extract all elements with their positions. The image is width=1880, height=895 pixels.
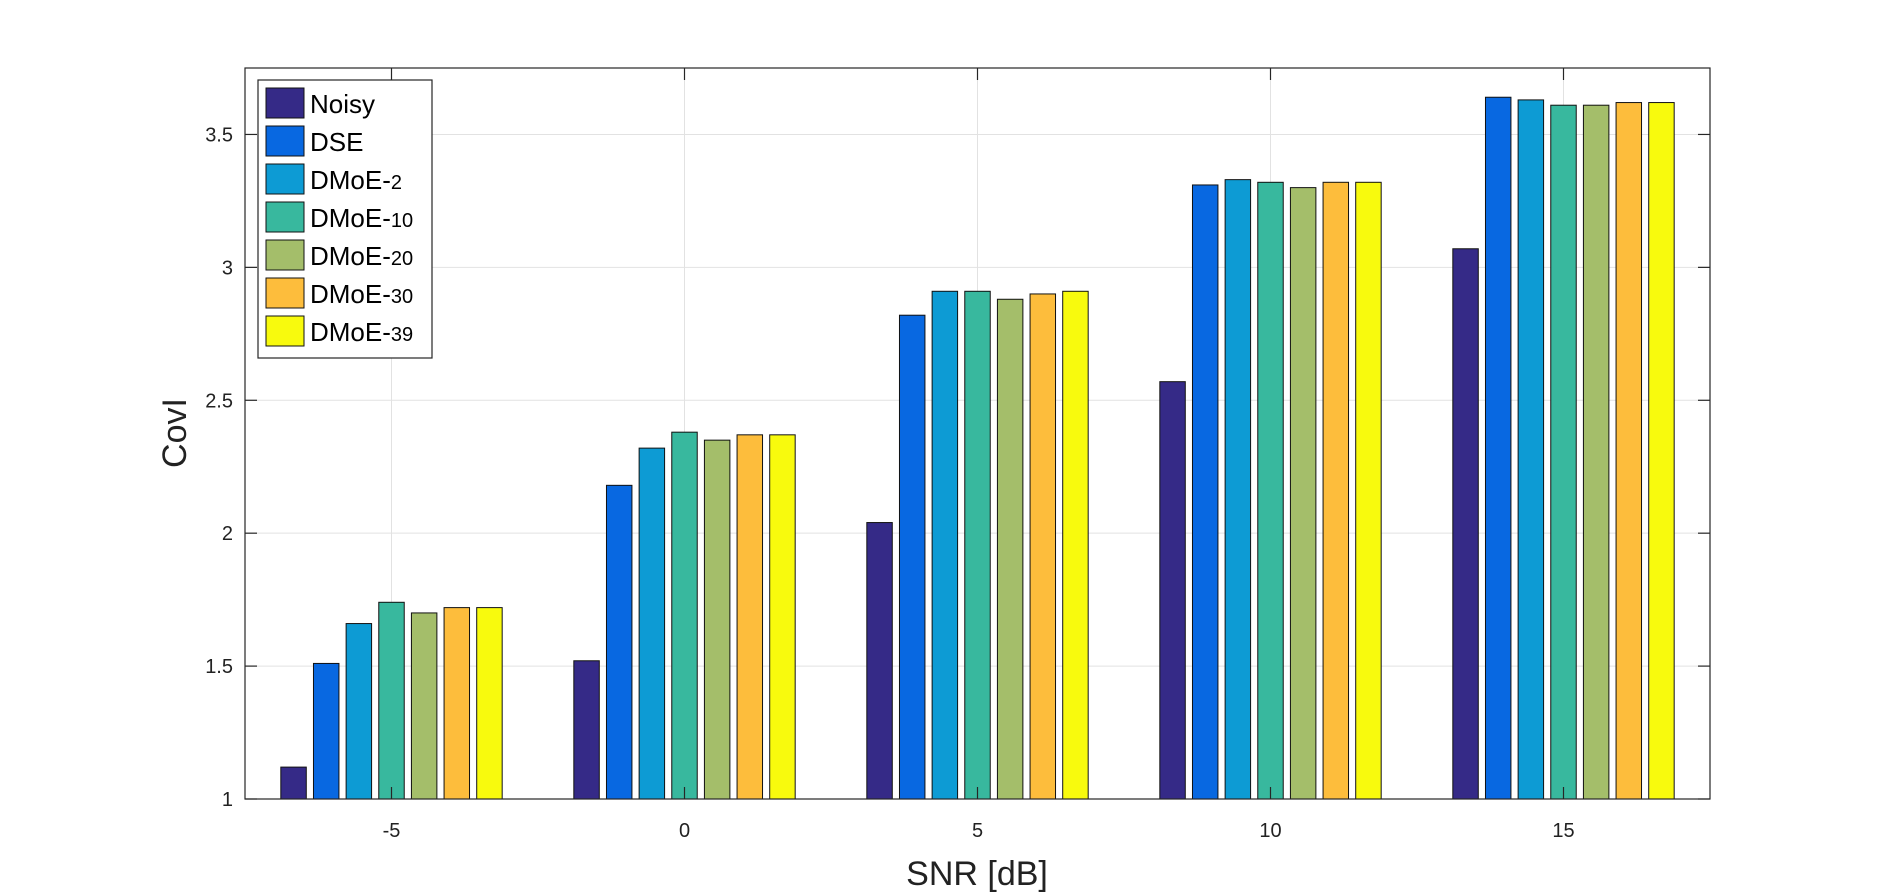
bar-dmoe-39-snr-0 xyxy=(769,434,796,800)
bar-dmoe-39-snr--5 xyxy=(476,607,503,800)
bar-dmoe-10-snr-10 xyxy=(1257,181,1284,800)
x-tick-label: 10 xyxy=(1259,820,1281,842)
y-tick-label: 1 xyxy=(222,789,233,811)
bar-dmoe-10-snr-15 xyxy=(1550,104,1577,800)
bar-dse-snr-15 xyxy=(1484,96,1512,800)
bar-dmoe-20-snr-10 xyxy=(1289,187,1317,800)
bar-dse-snr-0 xyxy=(605,484,633,800)
x-tick-label: 5 xyxy=(972,820,983,842)
legend-swatch xyxy=(265,277,305,309)
y-tick-label: 2.5 xyxy=(205,390,233,412)
bar-dse-snr-10 xyxy=(1191,184,1219,800)
bar-dmoe-39-snr-10 xyxy=(1355,181,1382,800)
ticks xyxy=(245,68,1710,800)
bar-dmoe-39-snr-5 xyxy=(1062,290,1089,800)
x-axis-title: SNR [dB] xyxy=(906,855,1048,893)
bar-dmoe-10-snr--5 xyxy=(378,601,405,800)
bars xyxy=(280,96,1675,800)
bar-noisy-snr-5 xyxy=(866,522,893,800)
x-tick-label: 0 xyxy=(679,820,690,842)
bar-noisy-snr-0 xyxy=(573,660,600,800)
x-tick-label: 15 xyxy=(1552,820,1574,842)
bar-dmoe-20-snr-5 xyxy=(996,298,1024,800)
bar-dmoe-10-snr-5 xyxy=(964,290,991,800)
bar-dmoe-2-snr-10 xyxy=(1224,179,1252,800)
bar-dmoe-30-snr-15 xyxy=(1615,102,1643,800)
x-tick-label: -5 xyxy=(383,820,401,842)
bar-dmoe-20-snr-15 xyxy=(1582,104,1610,800)
bar-dmoe-2-snr-0 xyxy=(638,447,666,800)
bar-dmoe-30-snr--5 xyxy=(443,607,471,800)
y-tick-label: 3.5 xyxy=(205,124,233,146)
bar-dmoe-30-snr-0 xyxy=(736,434,764,800)
bar-dmoe-2-snr--5 xyxy=(345,623,373,800)
legend-entry: DMoE-2 xyxy=(310,165,402,195)
bar-noisy-snr--5 xyxy=(280,766,307,800)
legend-entry: Noisy xyxy=(310,89,375,119)
bar-dmoe-20-snr--5 xyxy=(410,612,438,800)
bar-dse-snr-5 xyxy=(898,314,926,800)
bar-noisy-snr-10 xyxy=(1159,381,1186,800)
bar-dmoe-2-snr-5 xyxy=(931,290,959,800)
legend: NoisyDSEDMoE-2DMoE-10DMoE-20DMoE-30DMoE-… xyxy=(257,79,433,359)
legend-swatch xyxy=(265,125,305,157)
bar-dmoe-30-snr-5 xyxy=(1029,293,1057,800)
y-tick-label: 2 xyxy=(222,523,233,545)
y-tick-label: 1.5 xyxy=(205,656,233,678)
bar-dmoe-20-snr-0 xyxy=(703,439,731,800)
legend-entry: DMoE-20 xyxy=(310,241,413,271)
bar-dmoe-2-snr-15 xyxy=(1517,99,1545,800)
y-axis-title: CovI xyxy=(156,398,194,468)
bar-noisy-snr-15 xyxy=(1452,248,1479,800)
legend-swatch xyxy=(265,87,305,119)
tick-labels: 1 1.5 2 2.5 3 3.5 -5 0 5 10 15 xyxy=(205,124,1574,842)
legend-swatch xyxy=(265,201,305,233)
bar-dmoe-39-snr-15 xyxy=(1648,102,1675,800)
bar-dmoe-10-snr-0 xyxy=(671,431,698,800)
bar-dmoe-30-snr-10 xyxy=(1322,181,1350,800)
legend-swatch xyxy=(265,239,305,271)
legend-swatch xyxy=(265,315,305,347)
y-tick-label: 3 xyxy=(222,257,233,279)
legend-swatch xyxy=(265,163,305,195)
legend-entry: DMoE-30 xyxy=(310,279,413,309)
legend-entry: DSE xyxy=(310,127,363,157)
legend-entry: DMoE-39 xyxy=(310,317,413,347)
bar-dse-snr--5 xyxy=(312,662,340,800)
